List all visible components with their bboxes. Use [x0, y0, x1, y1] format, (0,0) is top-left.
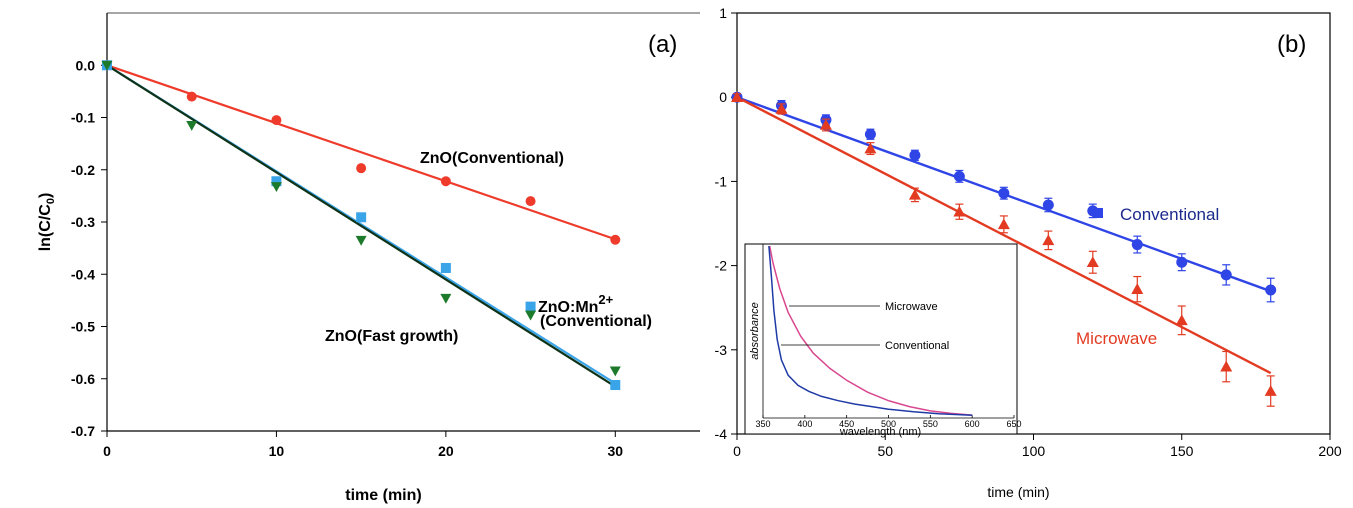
y-tick-label: -0.6 [71, 371, 95, 387]
label-zno-fast-growth: ZnO(Fast growth) [325, 328, 458, 345]
x-tick-label: 0 [733, 443, 741, 459]
x-axis-title: time (min) [345, 487, 421, 504]
y-tick-label: -0.7 [71, 423, 95, 439]
inset-x-tick-label: 600 [965, 419, 980, 429]
y-axis-title-close: ) [37, 193, 54, 198]
series-0-point [271, 115, 282, 126]
series-0-point [864, 128, 876, 140]
series-2-point [355, 235, 367, 246]
inset-x-axis-title: wavelength (nm) [839, 426, 921, 438]
panel-b-chart: 1 0 -1 -2 -3 -4 0 50 100 150 200 time (min) (b) Conve… [715, 5, 1342, 500]
conventional-label: Conventional [1120, 205, 1219, 224]
series-1-point [1264, 385, 1277, 396]
series-0-point [953, 170, 965, 182]
series-1-point [356, 212, 367, 223]
panel-label-b: (b) [1277, 31, 1306, 58]
panel-a-chart: 0.0 -0.1 -0.2 -0.3 -0.4 -0.5 -0.6 -0.7 0 10 20 30 ti… [37, 12, 700, 504]
y-tick-label: -0.5 [71, 319, 95, 335]
series-0-point [610, 234, 621, 245]
series-2-point [101, 60, 113, 71]
y-axis-title-main: ln(C/C [37, 204, 54, 252]
inset-label-microwave: Microwave [885, 301, 938, 313]
x-tick-label: 10 [269, 443, 285, 459]
series-1-point [1220, 360, 1233, 372]
y-axis-title: ln(C/C0) [37, 193, 57, 252]
conventional-legend-marker [1093, 208, 1103, 218]
series-0-point [909, 149, 921, 161]
x-tick-label: 150 [1170, 443, 1194, 459]
inset-curve-0 [768, 245, 973, 416]
series-2-point [609, 366, 621, 377]
y-tick-label: -0.3 [71, 214, 95, 230]
x-tick-label: 0 [103, 443, 111, 459]
x-tick-label: 50 [877, 443, 893, 459]
series-1-point [908, 188, 921, 200]
series-1-point [1042, 234, 1055, 246]
inset-label-conventional: Conventional [885, 340, 949, 352]
series-1-point [610, 380, 621, 391]
x-tick-label: 100 [1022, 443, 1046, 459]
series-1-point [1175, 314, 1188, 326]
inset-curve-1 [768, 245, 973, 417]
inset-x-tick-label: 450 [839, 419, 854, 429]
series-2-point [440, 293, 452, 304]
x-tick-label: 30 [607, 443, 623, 459]
series-1-point [1086, 256, 1099, 268]
inset-x-tick-label: 550 [923, 419, 938, 429]
inset-y-axis-title: absorbance [749, 302, 761, 360]
x-tick-label: 20 [438, 443, 454, 459]
series-0-point [1220, 269, 1232, 281]
y-tick-label: -0.1 [71, 110, 95, 126]
series-2-point [525, 310, 537, 321]
y-tick-label: 1 [719, 5, 727, 21]
y-axis-title-sub: 0 [45, 198, 57, 204]
inset-absorbance-plot: 350 400 450 500 550 600 650 wavelength (nm) abso… [744, 243, 1022, 438]
series-1-point [271, 176, 282, 187]
y-tick-label: -3 [715, 342, 728, 358]
inset-x-tick-label: 500 [881, 419, 896, 429]
series-0-point [1042, 199, 1054, 211]
y-tick-label: -1 [715, 173, 728, 189]
y-tick-label: -4 [715, 426, 728, 442]
series-0-point [1265, 284, 1277, 296]
label-zno-mn-conventional: ZnO:Mn2+ [538, 292, 614, 316]
inset-x-tick-label: 400 [797, 419, 812, 429]
x-axis-title: time (min) [987, 484, 1049, 500]
series-2-point [186, 120, 198, 131]
inset-x-tick-label: 350 [755, 419, 770, 429]
microwave-label: Microwave [1076, 329, 1157, 348]
series-1-point [525, 301, 536, 312]
series-1-point [731, 91, 743, 102]
x-tick-label: 200 [1318, 443, 1342, 459]
series-0-point [1131, 239, 1143, 251]
inset-x-tick-label: 650 [1006, 419, 1021, 429]
series-1-point [440, 262, 451, 273]
series-1-point [997, 218, 1010, 230]
series-0-point [998, 187, 1010, 199]
series-1-point [953, 205, 966, 217]
y-tick-label: 0 [719, 89, 727, 105]
y-tick-label: -0.2 [71, 162, 95, 178]
label-zno-conventional: ZnO(Conventional) [420, 150, 564, 167]
y-tick-label: -2 [715, 258, 728, 274]
y-tick-label: -0.4 [71, 266, 95, 282]
series-0-point [1176, 256, 1188, 268]
fit-line-series-2 [106, 64, 616, 388]
series-1-point [864, 142, 877, 154]
label-zno-mn-main: ZnO:Mn [538, 299, 598, 316]
label-zno-mn-superscript: 2+ [598, 292, 613, 307]
series-2-point [270, 182, 282, 192]
label-zno-mn-line2: (Conventional) [540, 313, 652, 330]
y-tick-label: 0.0 [76, 57, 96, 73]
panel-label-a: (a) [648, 31, 677, 58]
series-0-point [186, 91, 197, 102]
series-1-point [819, 118, 832, 130]
series-1-point [1131, 283, 1144, 294]
series-0-point [440, 176, 451, 187]
inset-background [744, 243, 1018, 435]
series-1-point [775, 102, 788, 114]
series-0-point [356, 163, 367, 174]
series-0-point [525, 196, 536, 207]
